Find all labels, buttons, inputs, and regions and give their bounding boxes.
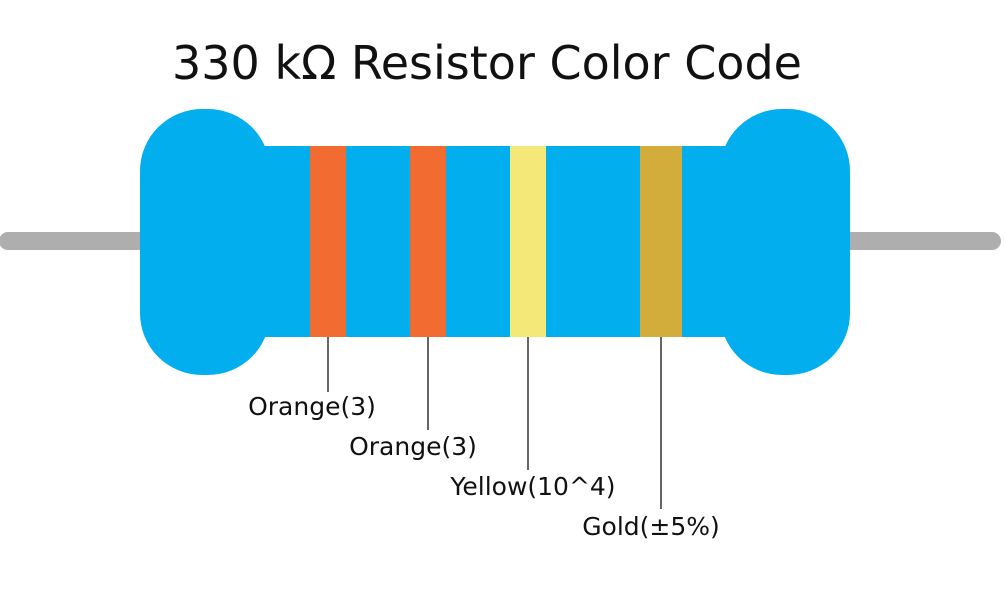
right-end-cap <box>720 109 850 375</box>
left-end-cap <box>140 109 270 375</box>
band-3 <box>510 146 546 337</box>
page-title: 330 kΩ Resistor Color Code <box>172 36 802 90</box>
band-label-4: Gold(±5%) <box>582 512 720 541</box>
resistor-body <box>140 109 850 375</box>
band-1 <box>310 146 346 337</box>
band-label-3: Yellow(10^4) <box>449 472 615 501</box>
band-label-2: Orange(3) <box>349 432 477 461</box>
band-2 <box>410 146 446 337</box>
band-4 <box>640 146 682 337</box>
band-label-1: Orange(3) <box>248 392 376 421</box>
